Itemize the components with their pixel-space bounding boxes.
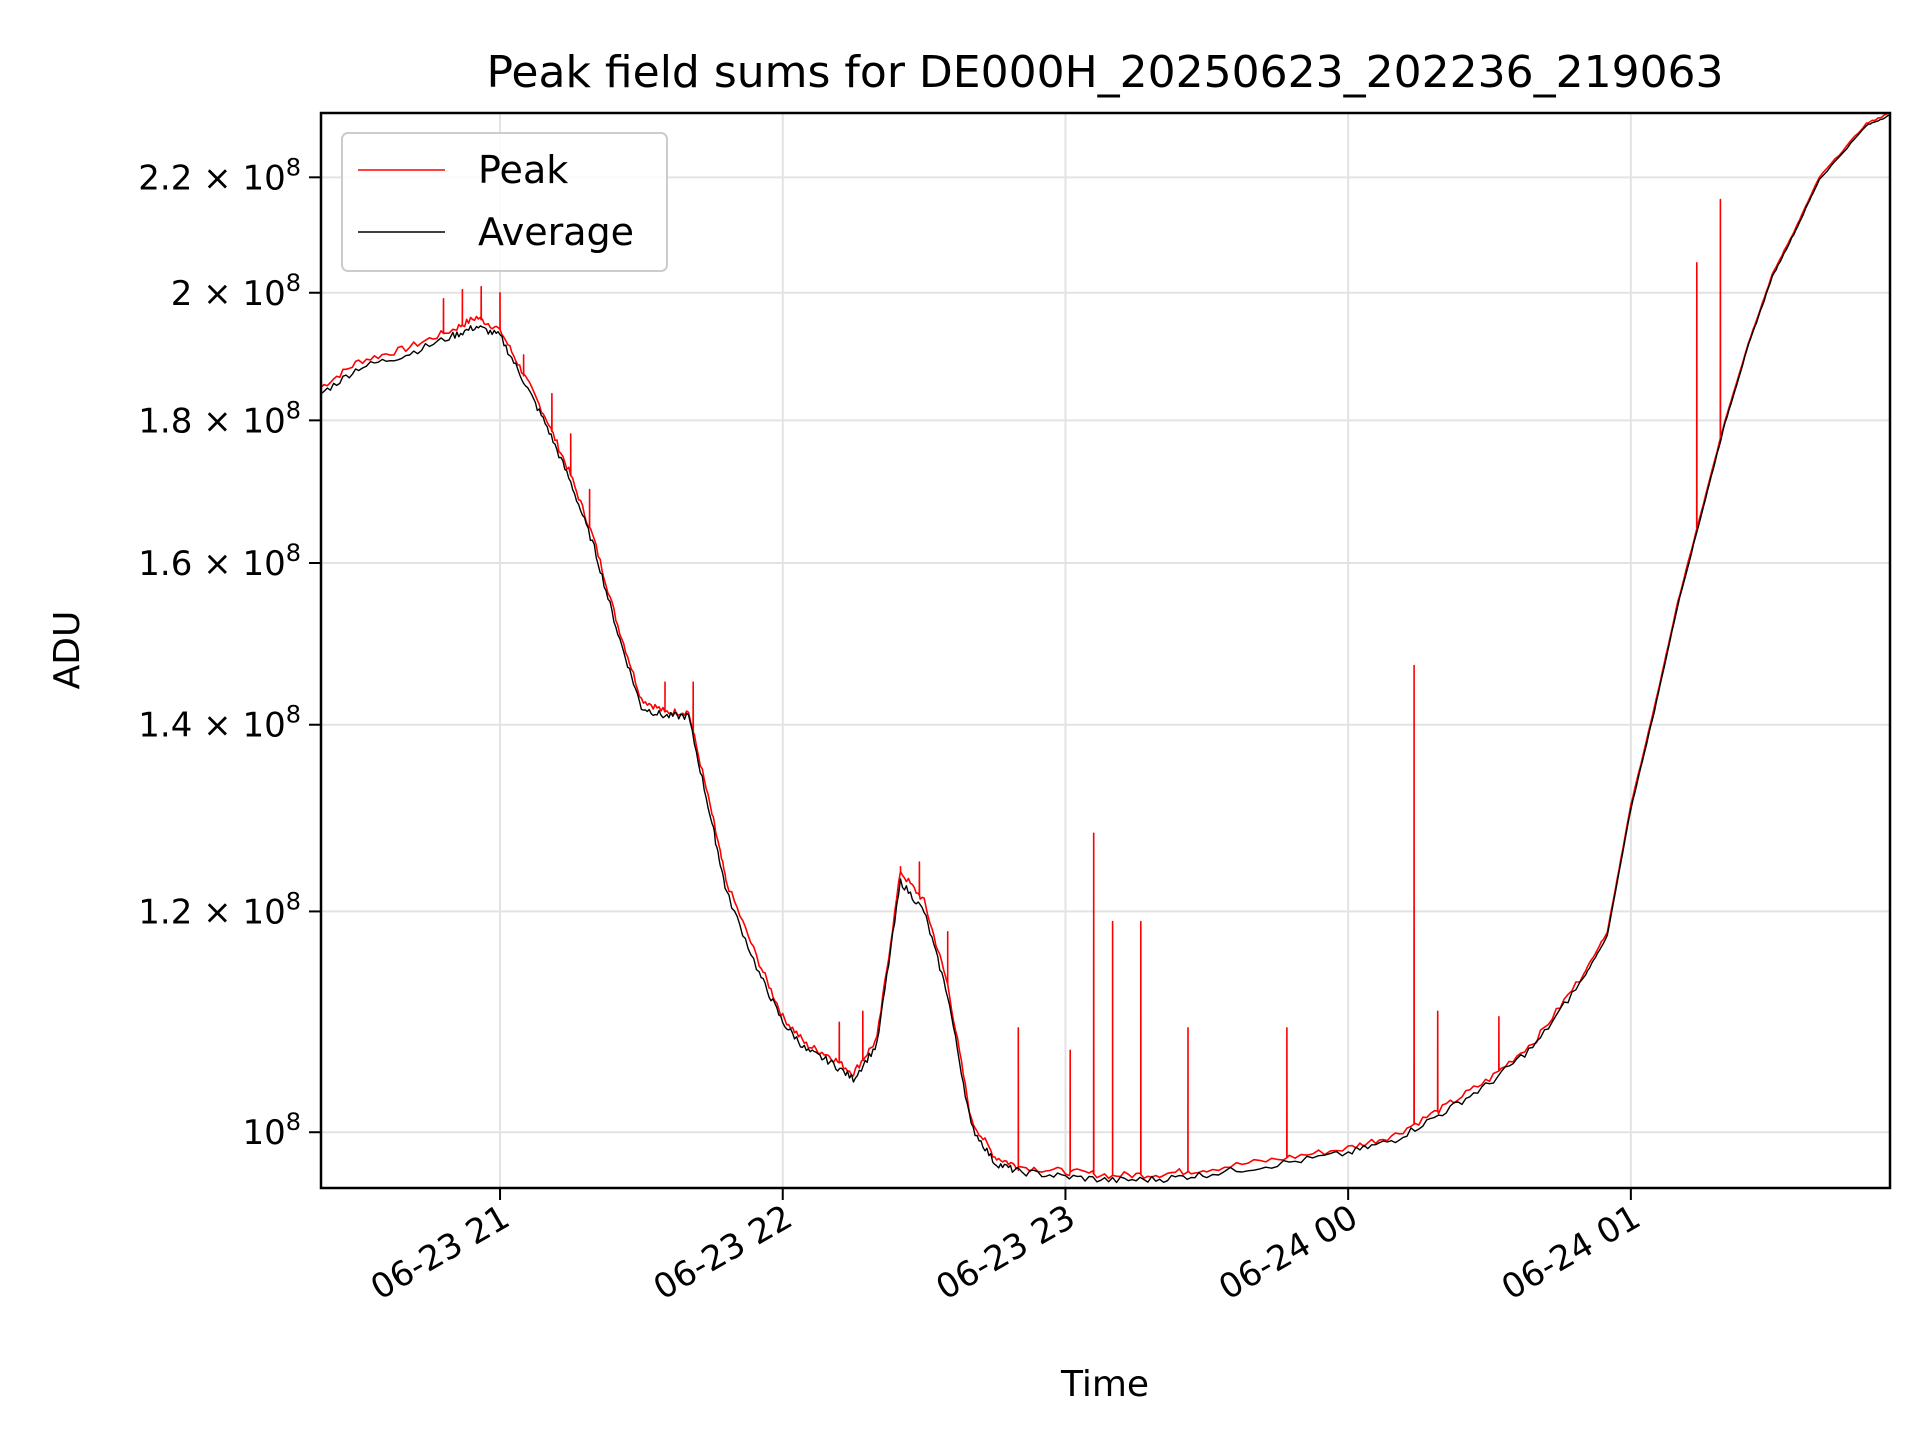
series-line-peak bbox=[320, 112, 1891, 1180]
plot-frame bbox=[319, 111, 1892, 1190]
y-tick-label: 1.6 × 108 bbox=[138, 539, 301, 584]
legend-label-peak: Peak bbox=[478, 148, 568, 192]
series-line-average bbox=[320, 114, 1891, 1184]
y-tick-label: 1.8 × 108 bbox=[138, 396, 301, 441]
y-tick-label: 2 × 108 bbox=[171, 269, 301, 314]
legend-label-average: Average bbox=[478, 210, 634, 254]
legend-box bbox=[341, 132, 668, 272]
x-axis-label: Time bbox=[1060, 1364, 1149, 1405]
y-axis-label: ADU bbox=[47, 611, 88, 690]
series-layer bbox=[320, 112, 1891, 1184]
y-tick-label: 1.4 × 108 bbox=[138, 701, 301, 746]
grid bbox=[321, 113, 1890, 1188]
y-tick-label: 2.2 × 108 bbox=[138, 153, 301, 198]
y-tick-label: 1.2 × 108 bbox=[138, 887, 301, 932]
chart-title: Peak field sums for DE000H_20250623_2022… bbox=[486, 47, 1723, 98]
y-tick-label: 108 bbox=[242, 1108, 301, 1153]
legend: Peak Average bbox=[341, 132, 668, 272]
